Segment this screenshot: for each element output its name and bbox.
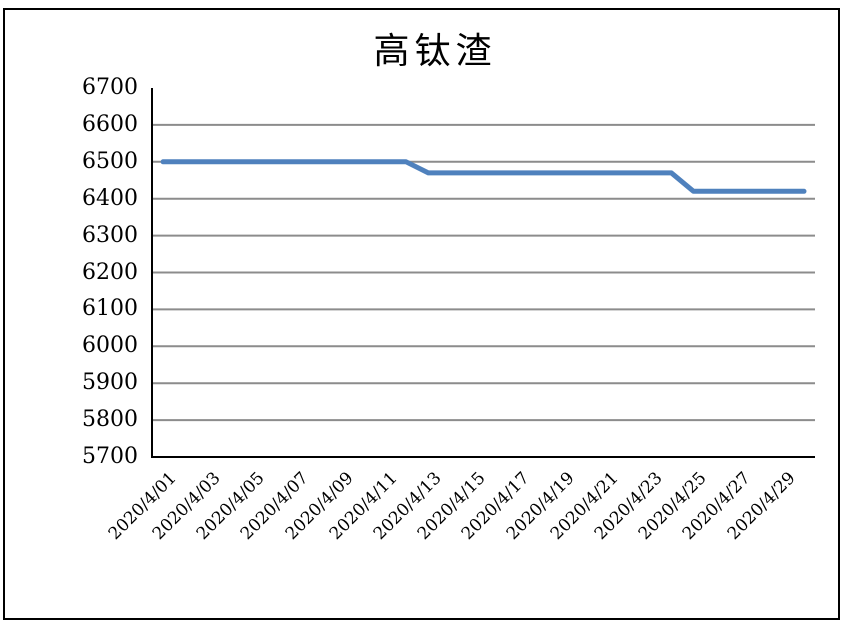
y-tick-label: 6200 (82, 259, 138, 285)
chart-title: 高钛渣 (373, 31, 497, 72)
y-tick-label: 5800 (82, 407, 138, 433)
y-tick-label: 6000 (82, 333, 138, 359)
y-tick-label: 6600 (82, 111, 138, 137)
y-tick-label: 5900 (82, 370, 138, 396)
y-tick-label: 6300 (82, 222, 138, 248)
y-tick-label: 6400 (82, 185, 138, 211)
y-tick-label: 6500 (82, 148, 138, 174)
y-tick-label: 5700 (82, 444, 138, 469)
y-tick-label: 6100 (82, 296, 138, 322)
y-tick-label: 6700 (82, 75, 138, 100)
series-line (160, 159, 807, 194)
